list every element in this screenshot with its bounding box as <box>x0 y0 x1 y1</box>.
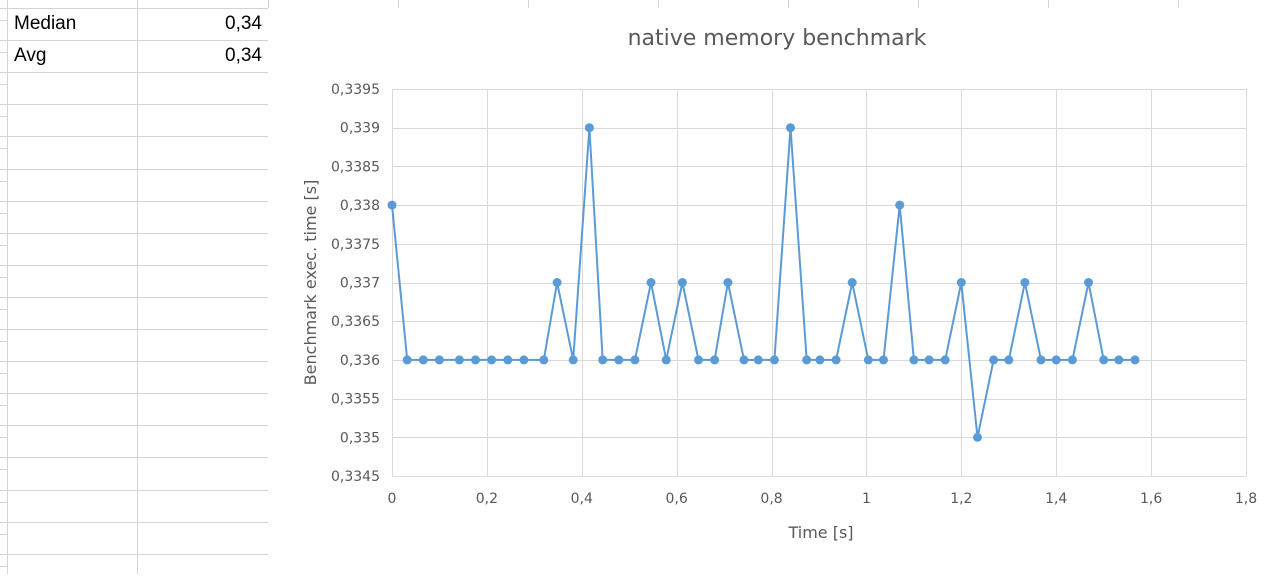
data-point <box>753 355 763 365</box>
data-point <box>519 355 529 365</box>
data-point <box>863 355 873 365</box>
y-tick-label: 0,3345 <box>331 469 380 485</box>
data-point <box>1051 355 1061 365</box>
data-point <box>487 355 497 365</box>
data-point <box>677 278 687 287</box>
data-point <box>454 355 464 365</box>
x-tick-label: 1,6 <box>1140 491 1162 507</box>
data-point <box>1067 355 1077 365</box>
data-point <box>568 355 578 365</box>
data-point <box>815 355 825 365</box>
data-point <box>402 355 412 365</box>
x-tick-label: 1,2 <box>950 491 972 507</box>
data-point <box>909 355 919 365</box>
data-point <box>973 432 982 442</box>
data-point <box>895 200 905 210</box>
x-axis-title: Time [s] <box>787 523 853 542</box>
data-point <box>710 355 720 365</box>
data-point <box>723 278 733 287</box>
y-tick-label: 0,3365 <box>331 314 380 330</box>
data-point <box>418 355 428 365</box>
x-tick-label: 0,6 <box>666 491 688 507</box>
data-point <box>1084 278 1093 287</box>
data-point <box>769 355 779 365</box>
data-point <box>471 355 480 365</box>
x-tick-label: 1,4 <box>1045 491 1067 507</box>
y-tick-label: 0,339 <box>340 121 380 137</box>
data-point <box>1036 355 1046 365</box>
data-point <box>739 355 749 365</box>
x-tick-label: 1 <box>862 491 871 507</box>
data-point <box>434 355 444 365</box>
data-point <box>661 355 671 365</box>
data-point <box>584 123 594 133</box>
y-tick-label: 0,336 <box>340 353 380 369</box>
data-point <box>552 278 562 287</box>
data-point <box>1114 355 1124 365</box>
cell-avg-label[interactable]: Avg <box>14 45 47 66</box>
data-point <box>503 355 513 365</box>
cell-avg-value[interactable]: 0,34 <box>225 45 262 66</box>
y-tick-label: 0,3385 <box>331 159 380 175</box>
plot-area: 0,3345 0,335 0,3355 0,336 0,3365 0,337 0,3375 0… <box>301 82 1257 542</box>
y-tick-label: 0,3375 <box>331 237 380 253</box>
data-point <box>924 355 934 365</box>
data-point <box>802 355 812 365</box>
data-point <box>630 355 640 365</box>
chart-area[interactable]: native memory benchmark 0,3345 0,335 0,335… <box>268 8 1286 574</box>
x-tick-label: 1,8 <box>1235 491 1257 507</box>
data-point <box>598 355 608 365</box>
x-tick-label: 0 <box>388 491 397 507</box>
x-tick-label: 0,4 <box>571 491 593 507</box>
data-point <box>956 278 966 287</box>
data-point <box>847 278 857 287</box>
data-point <box>1004 355 1014 365</box>
y-axis-title: Benchmark exec. time [s] <box>301 180 320 386</box>
data-point <box>831 355 841 365</box>
data-point <box>1130 355 1140 365</box>
y-tick-label: 0,3355 <box>331 392 380 408</box>
data-point <box>614 355 624 365</box>
data-point <box>879 355 888 365</box>
data-point <box>387 200 397 210</box>
y-tick-label: 0,3395 <box>331 82 380 98</box>
data-point <box>786 123 795 133</box>
data-point <box>940 355 950 365</box>
data-point <box>646 278 656 287</box>
y-tick-label: 0,337 <box>340 276 380 292</box>
chart-title: native memory benchmark <box>627 26 927 51</box>
y-tick-label: 0,338 <box>340 198 380 214</box>
y-tick-label: 0,335 <box>340 430 380 446</box>
data-point <box>539 355 549 365</box>
x-tick-label: 0,8 <box>760 491 782 507</box>
cell-median-value[interactable]: 0,34 <box>225 13 262 34</box>
x-tick-label: 0,2 <box>476 491 498 507</box>
data-point <box>989 355 999 365</box>
data-point <box>694 355 703 365</box>
data-point <box>1020 278 1030 287</box>
data-point <box>1099 355 1109 365</box>
cell-median-label[interactable]: Median <box>14 13 77 34</box>
